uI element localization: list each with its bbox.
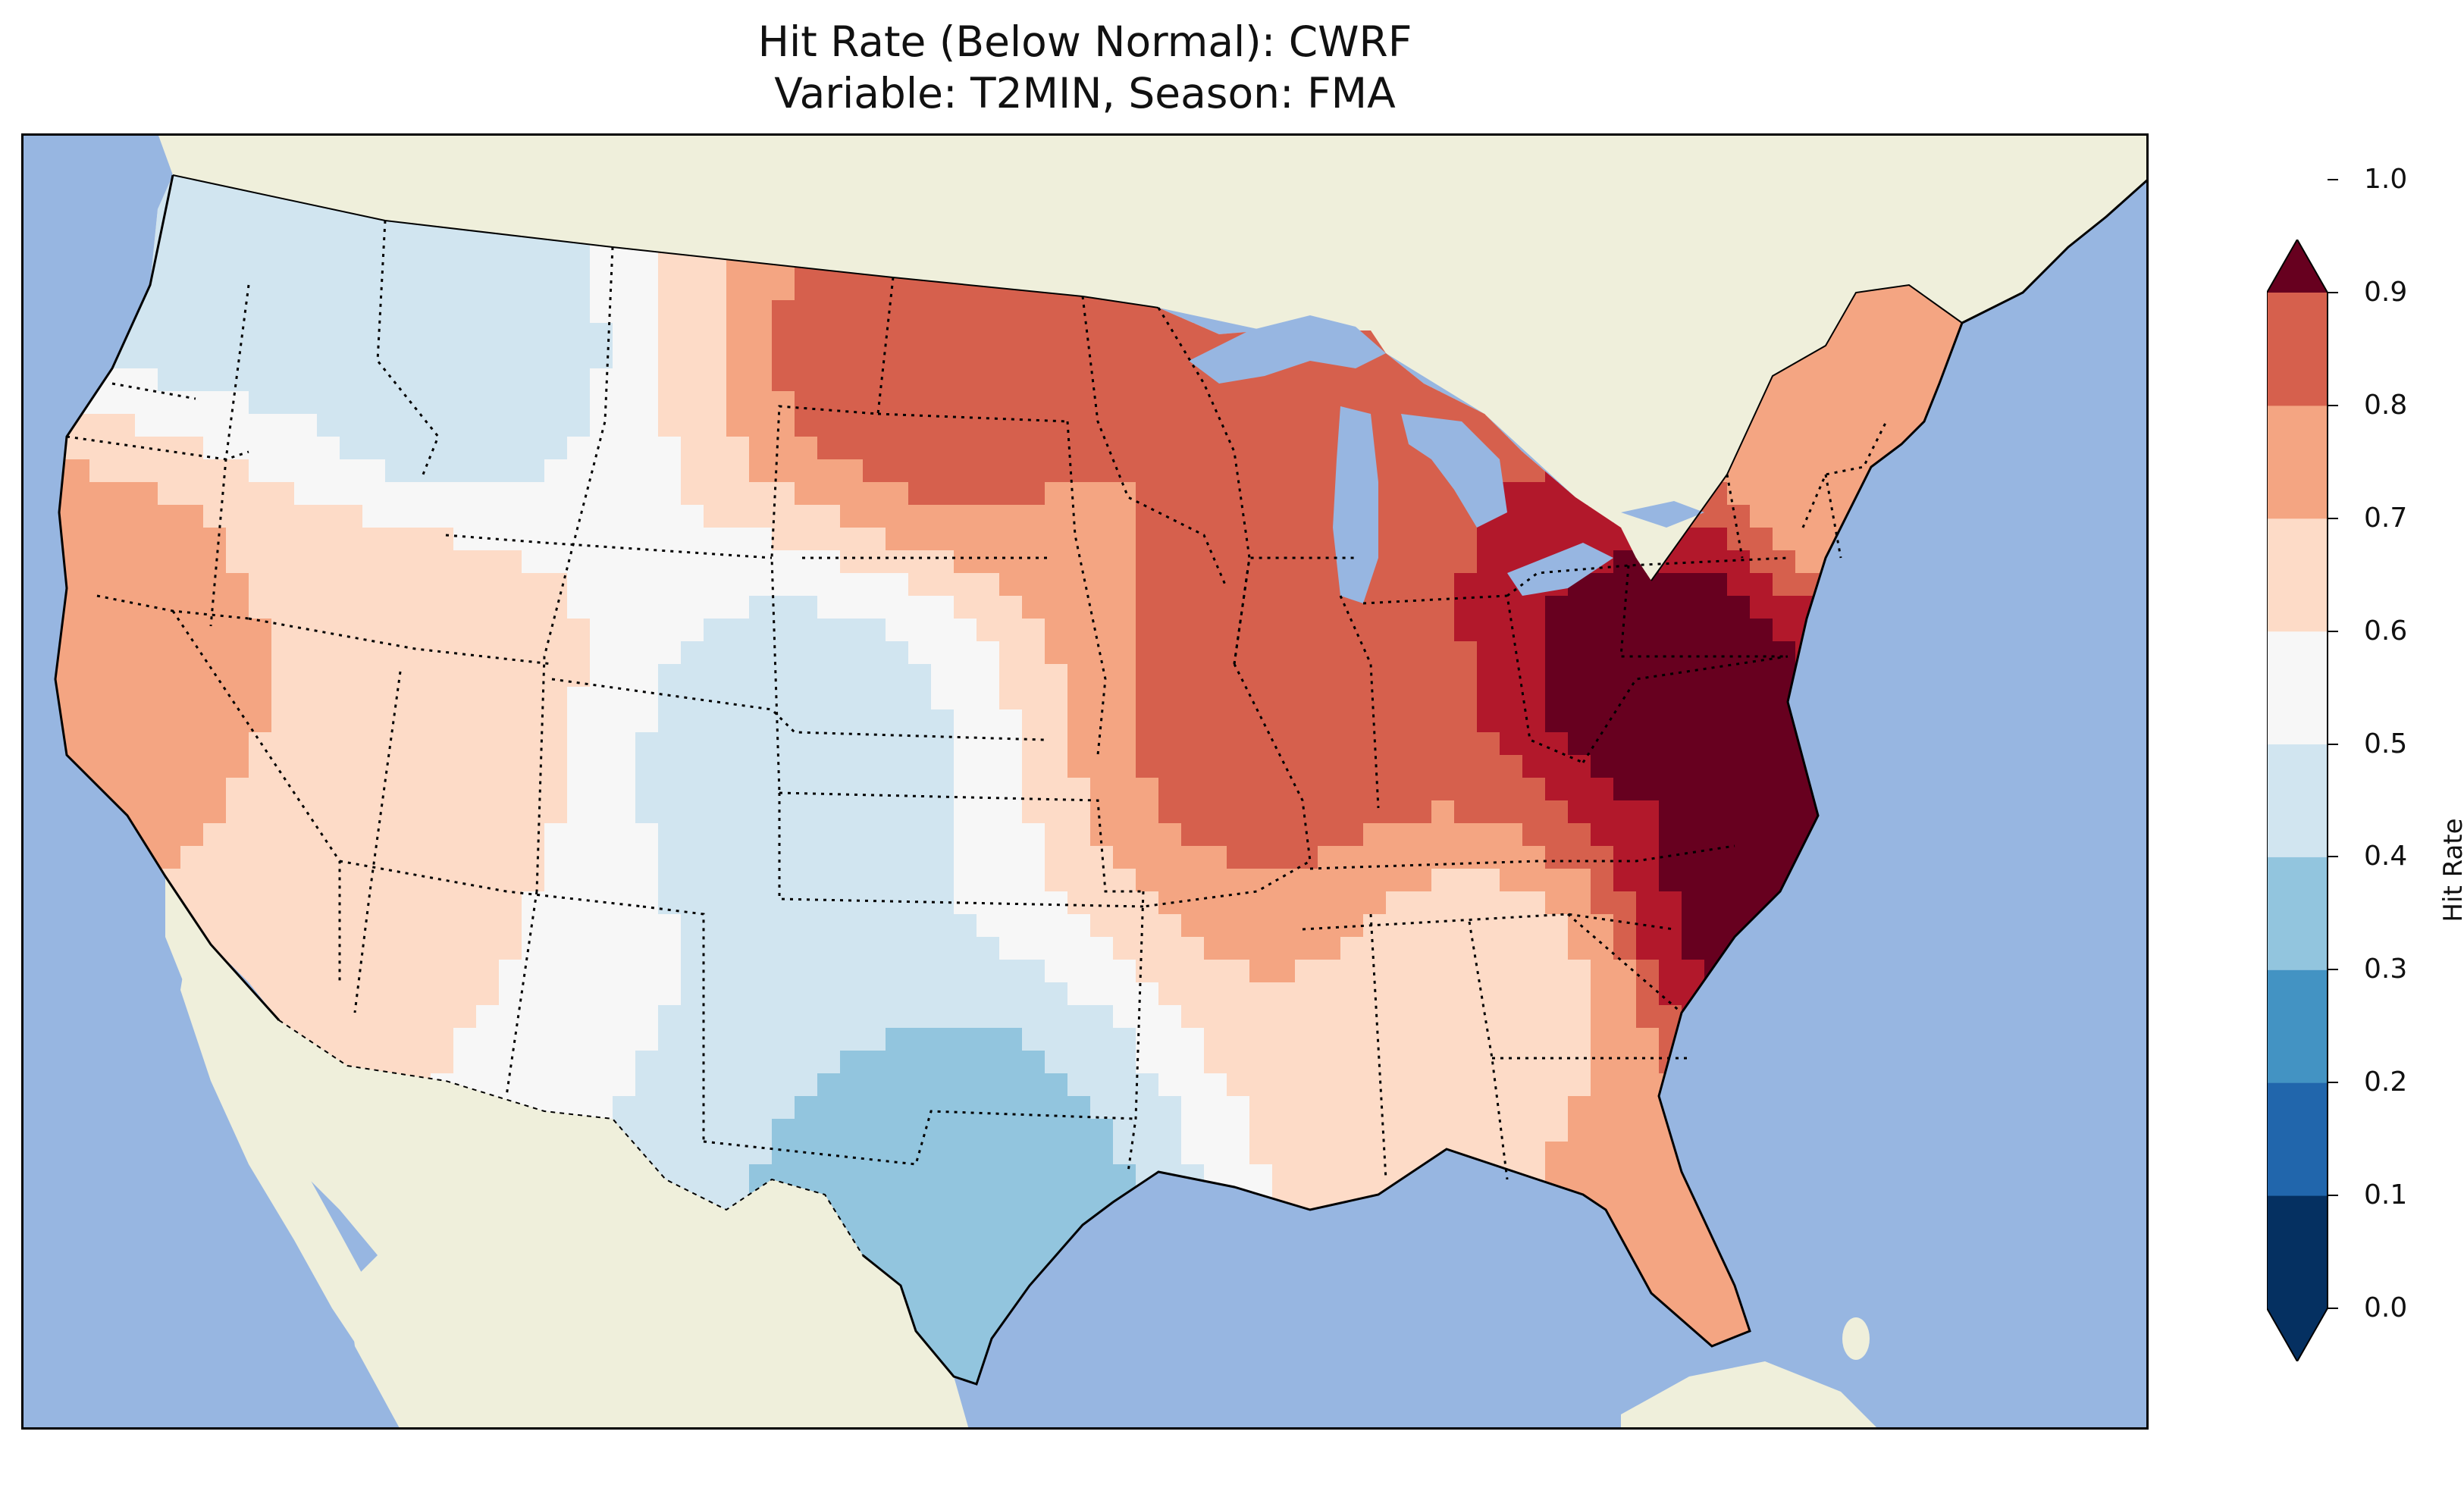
us-coastline bbox=[54, 174, 2149, 1386]
colorbar-tick bbox=[2328, 1195, 2338, 1197]
colorbar-tick bbox=[2328, 517, 2338, 519]
colorbar-tick-label: 0.1 bbox=[2364, 1179, 2408, 1211]
colorbar-tick-label: 0.4 bbox=[2364, 841, 2408, 872]
chart-title-line2: Variable: T2MIN, Season: FMA bbox=[774, 69, 1396, 117]
colorbar-extend-low bbox=[2267, 1308, 2328, 1361]
lake-superior bbox=[1189, 315, 1386, 384]
cuba-land bbox=[1621, 1361, 1879, 1430]
map-frame bbox=[21, 133, 2149, 1430]
colorbar-segment bbox=[2267, 857, 2328, 970]
colorbar-tick-label: 0.5 bbox=[2364, 728, 2408, 760]
colorbar-tick-label: 0.8 bbox=[2364, 389, 2408, 421]
colorbar-tick-label: 0.2 bbox=[2364, 1066, 2408, 1098]
colorbar-tick-label: 0.0 bbox=[2364, 1292, 2408, 1323]
colorbar-tick bbox=[2328, 969, 2338, 971]
colorbar-tick bbox=[2328, 1082, 2338, 1084]
lake-erie bbox=[1507, 543, 1613, 596]
colorbar-tick bbox=[2328, 179, 2338, 181]
colorbar-tick bbox=[2328, 743, 2338, 745]
colorbar-segment bbox=[2267, 1082, 2328, 1196]
colorbar-tick-label: 1.0 bbox=[2364, 164, 2408, 196]
colorbar bbox=[2267, 240, 2328, 1361]
colorbar-tick bbox=[2328, 630, 2338, 632]
colorbar-tick-label: 0.9 bbox=[2364, 277, 2408, 308]
bahamas-land bbox=[1842, 1317, 1870, 1360]
baja-peninsula bbox=[180, 922, 415, 1377]
colorbar-tick-label: 0.3 bbox=[2364, 954, 2408, 985]
map-panel bbox=[21, 133, 2149, 1430]
colorbar-segment bbox=[2267, 744, 2328, 857]
lake-ontario bbox=[1621, 501, 1704, 528]
colorbar-tick bbox=[2328, 1308, 2338, 1309]
lake-huron bbox=[1401, 414, 1507, 528]
chart-title-line1: Hit Rate (Below Normal): CWRF bbox=[757, 17, 1412, 66]
colorbar-label: Hit Rate bbox=[2438, 818, 2464, 922]
colorbar-tick-label: 0.6 bbox=[2364, 615, 2408, 647]
colorbar-segment bbox=[2267, 631, 2328, 745]
colorbar-segment bbox=[2267, 518, 2328, 632]
state-borders bbox=[66, 220, 1888, 1180]
colorbar-tick-label: 0.7 bbox=[2364, 502, 2408, 534]
colorbar-extend-high bbox=[2267, 240, 2328, 293]
canada-land bbox=[158, 133, 2149, 581]
colorbar-segment bbox=[2267, 969, 2328, 1083]
colorbar-tick bbox=[2328, 292, 2338, 293]
lake-michigan bbox=[1333, 406, 1378, 603]
colorbar-segment bbox=[2267, 405, 2328, 519]
colorbar-tick bbox=[2328, 856, 2338, 858]
colorbar-segment bbox=[2267, 293, 2328, 406]
colorbar-segment bbox=[2267, 1195, 2328, 1309]
colorbar-tick bbox=[2328, 404, 2338, 406]
mexico-border bbox=[278, 1019, 864, 1256]
